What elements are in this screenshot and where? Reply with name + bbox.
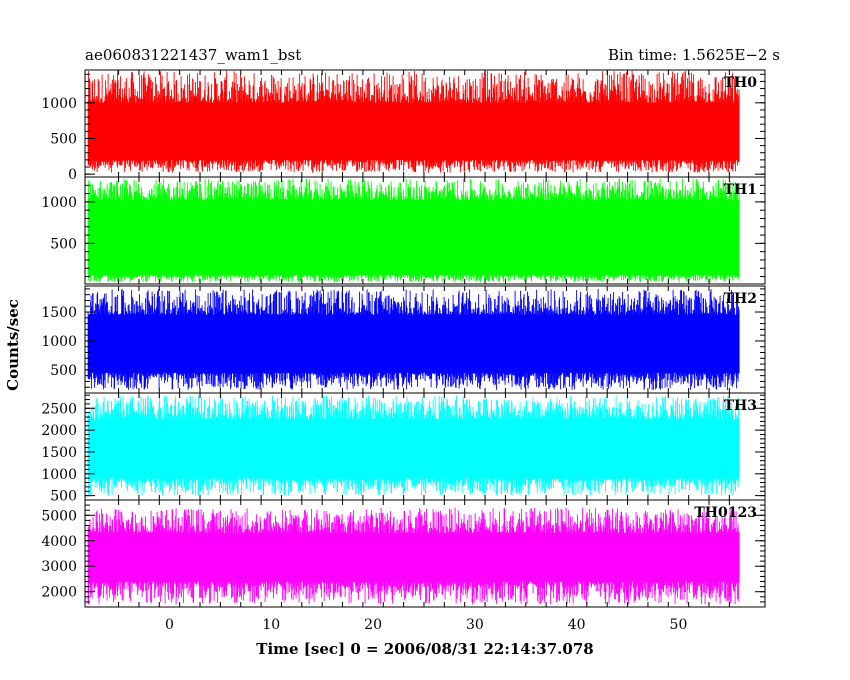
panel-th2: 500 1000 1500 TH2 bbox=[41, 285, 766, 394]
series-line-th3 bbox=[87, 395, 740, 496]
panel-label-th0: TH0 bbox=[724, 75, 758, 91]
y-tick-label: 1000 bbox=[41, 467, 77, 483]
chart-title-left: ae060831221437_wam1_bst bbox=[85, 46, 301, 64]
y-tick-label: 500 bbox=[50, 236, 77, 252]
panel-label-th1: TH1 bbox=[724, 182, 757, 198]
chart-title-right: Bin time: 1.5625E−2 s bbox=[608, 46, 780, 64]
x-axis-label: Time [sec] 0 = 2006/08/31 22:14:37.078 bbox=[256, 640, 593, 658]
x-tick-label: 0 bbox=[165, 617, 174, 633]
panel-label-th3: TH3 bbox=[724, 398, 757, 414]
panel-th0: 0 500 1000 TH0 bbox=[41, 69, 766, 183]
series-line-th0123 bbox=[87, 507, 740, 605]
panel-label-th0123: TH0123 bbox=[694, 505, 757, 521]
y-tick-label: 2500 bbox=[41, 401, 77, 417]
y-tick-label: 500 bbox=[50, 489, 77, 505]
panel-frame bbox=[84, 499, 766, 608]
y-tick-label: 2000 bbox=[41, 423, 77, 439]
y-tick-label: 4000 bbox=[41, 534, 77, 550]
y-tick-label: 0 bbox=[68, 167, 77, 183]
panel-th0123: 2000 3000 4000 5000 TH0123 bbox=[41, 499, 766, 608]
panel-label-th2: TH2 bbox=[724, 291, 757, 307]
x-axis: 0 10 20 30 40 50 bbox=[165, 617, 687, 633]
y-tick-label: 5000 bbox=[41, 508, 77, 524]
panel-th3: 500 1000 1500 2000 2500 TH3 bbox=[41, 392, 766, 505]
y-tick-label: 1500 bbox=[41, 305, 77, 321]
y-tick-label: 500 bbox=[50, 131, 77, 147]
y-tick-label: 3000 bbox=[41, 559, 77, 575]
panel-frame bbox=[84, 176, 766, 285]
panel-th1: 500 1000 TH1 bbox=[41, 176, 766, 285]
x-tick-label: 30 bbox=[466, 617, 484, 633]
x-tick-label: 10 bbox=[262, 617, 280, 633]
x-tick-label: 50 bbox=[670, 617, 688, 633]
y-tick-label: 500 bbox=[50, 363, 77, 379]
series-line-th0 bbox=[87, 70, 740, 173]
y-tick-label: 1500 bbox=[41, 445, 77, 461]
series-line-th1 bbox=[87, 178, 740, 283]
y-tick-label: 1000 bbox=[41, 195, 77, 211]
y-tick-label: 1000 bbox=[41, 96, 77, 112]
y-tick-label: 2000 bbox=[41, 585, 77, 601]
y-tick-label: 1000 bbox=[41, 334, 77, 350]
series-line-th2 bbox=[87, 288, 740, 391]
x-tick-label: 20 bbox=[364, 617, 382, 633]
panels-group: 0 500 1000 TH0 500 1000 TH1 500 1000 1500 TH2 500 10… bbox=[41, 69, 766, 608]
x-tick-label: 40 bbox=[568, 617, 586, 633]
y-axis-label: Counts/sec bbox=[4, 299, 22, 391]
